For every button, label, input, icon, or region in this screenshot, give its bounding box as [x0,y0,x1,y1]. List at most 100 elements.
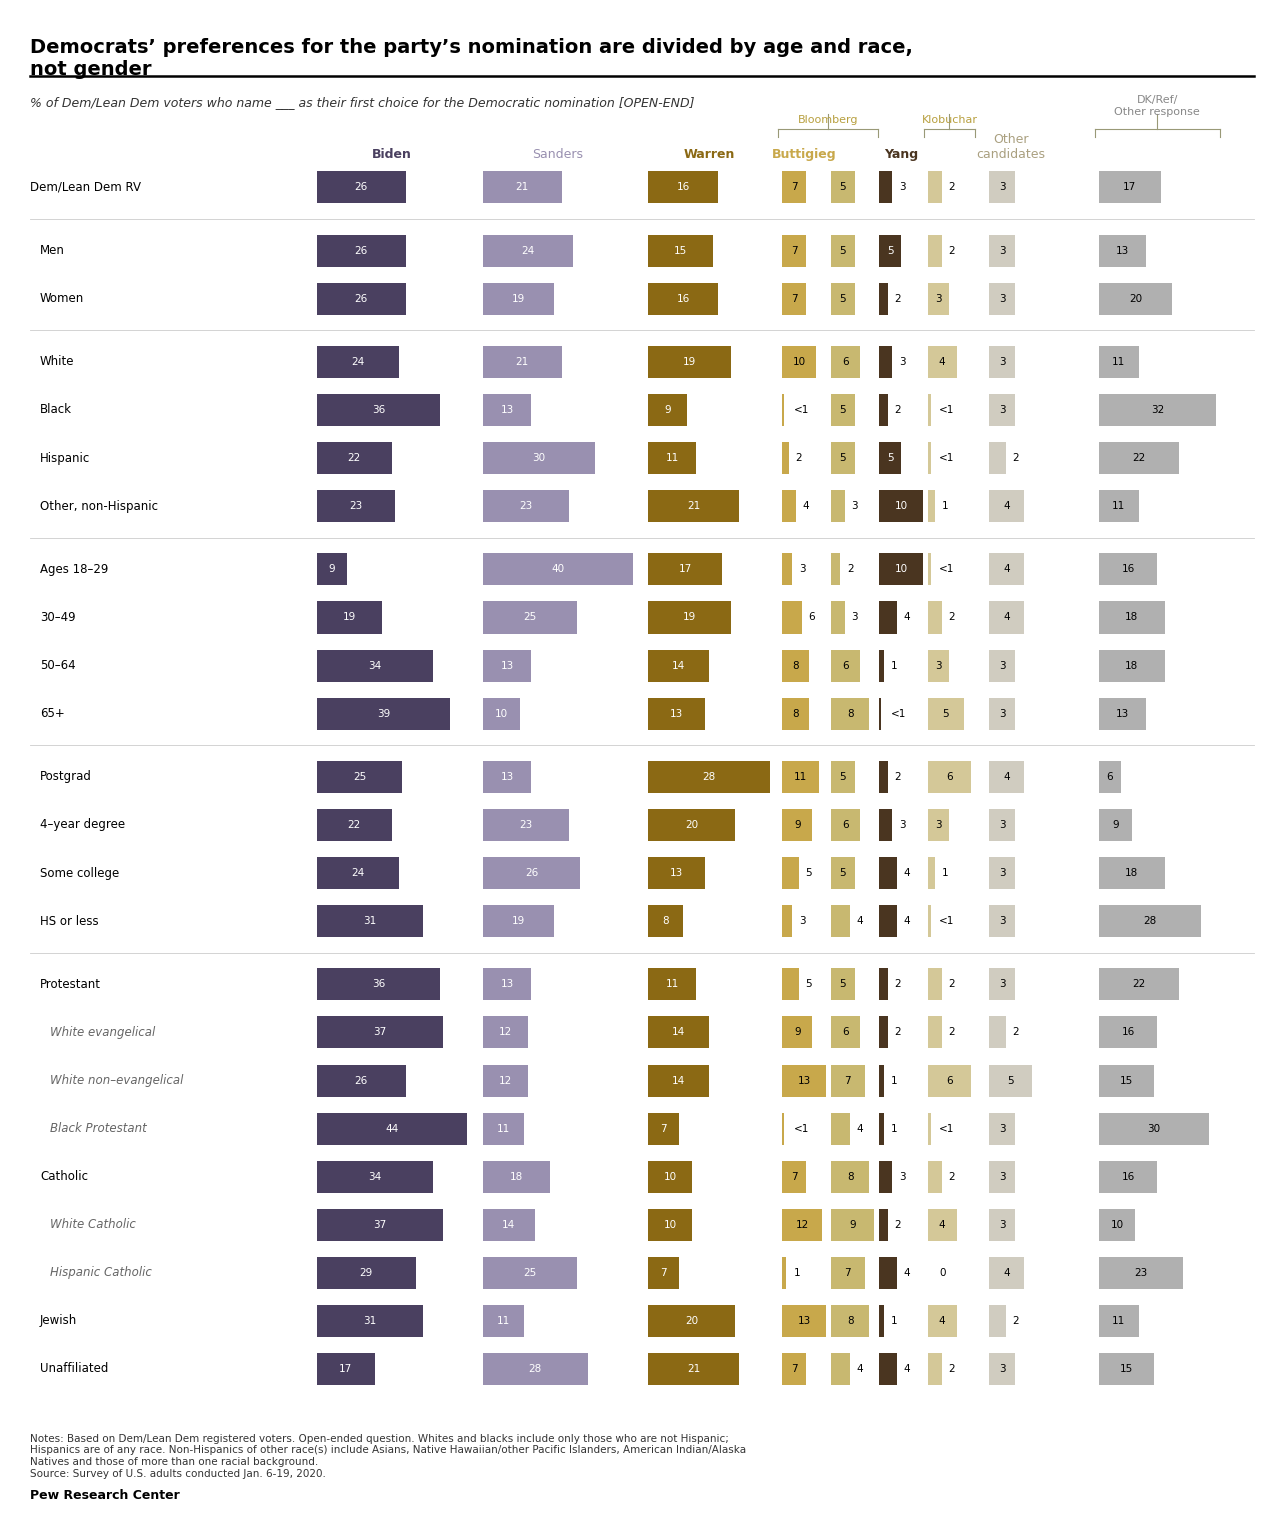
Text: 10: 10 [792,357,805,367]
Text: 36: 36 [371,405,385,416]
Text: 9: 9 [794,1028,801,1037]
Text: Black Protestant: Black Protestant [50,1121,146,1135]
Text: 4: 4 [1003,502,1009,511]
Text: 3: 3 [999,821,1005,830]
Bar [648,554,722,586]
Bar [483,1017,528,1048]
Text: 36: 36 [371,979,385,989]
Text: 30: 30 [533,453,546,463]
Bar [989,698,1016,730]
Text: 15: 15 [1120,1364,1132,1374]
Bar [782,761,819,793]
Bar [648,1209,692,1241]
Bar [1099,1161,1157,1192]
Text: 37: 37 [374,1220,386,1230]
Bar [1099,1065,1154,1097]
Text: 6: 6 [842,357,849,367]
Text: HS or less: HS or less [40,914,99,928]
Text: 14: 14 [502,1220,515,1230]
Text: 3: 3 [999,293,1005,304]
Text: 22: 22 [348,821,361,830]
Bar [831,394,855,426]
Bar [1099,394,1216,426]
Bar [1099,1353,1154,1385]
Bar [880,235,901,267]
Text: 25: 25 [353,772,366,782]
Bar [483,282,553,314]
Bar [880,601,896,634]
Text: 11: 11 [1112,1316,1126,1325]
Bar [483,761,532,793]
Bar [483,968,532,1000]
Bar [880,442,901,474]
Text: 3: 3 [935,821,942,830]
Bar [831,1017,860,1048]
Text: 12: 12 [498,1028,512,1037]
Text: 20: 20 [686,1316,698,1325]
Text: Pew Research Center: Pew Research Center [30,1490,180,1502]
Bar [880,761,889,793]
Bar [989,1017,1007,1048]
Text: 5: 5 [942,709,949,718]
Text: 3: 3 [935,293,942,304]
Bar [880,808,892,841]
Bar [1099,1209,1135,1241]
Bar [989,1353,1016,1385]
Text: 4: 4 [1003,772,1009,782]
Text: 19: 19 [683,357,696,367]
Bar [1099,808,1131,841]
Bar [831,761,855,793]
Bar [831,1209,874,1241]
Text: 26: 26 [354,293,367,304]
Bar [782,442,788,474]
Text: 11: 11 [665,453,679,463]
Bar [1099,1305,1139,1336]
Bar [483,808,569,841]
Bar [317,1209,443,1241]
Text: 1: 1 [941,868,948,877]
Bar [989,858,1016,890]
Bar [648,968,696,1000]
Bar [782,1209,822,1241]
Text: 4: 4 [1003,565,1009,574]
Text: 1: 1 [941,502,948,511]
Text: 3: 3 [799,565,805,574]
Text: 2: 2 [949,245,955,256]
Bar [989,235,1016,267]
Bar [989,1256,1023,1289]
Text: Jewish: Jewish [40,1315,77,1327]
Text: Catholic: Catholic [40,1170,87,1183]
Bar [928,235,942,267]
Bar [782,345,815,377]
Text: 5: 5 [840,405,846,416]
Text: 5: 5 [840,772,846,782]
Text: 18: 18 [1125,661,1139,670]
Text: 1: 1 [794,1267,800,1278]
Bar [831,1065,864,1097]
Text: 4: 4 [903,868,909,877]
Bar [483,1353,588,1385]
Text: Some college: Some college [40,867,119,879]
Text: 50–64: 50–64 [40,660,76,672]
Text: 4: 4 [903,916,909,927]
Text: <1: <1 [939,453,954,463]
Bar [648,1112,679,1144]
Text: 13: 13 [670,709,683,718]
Text: 3: 3 [851,502,858,511]
Text: 2: 2 [847,565,854,574]
Text: 39: 39 [376,709,390,718]
Bar [1099,1112,1208,1144]
Text: 3: 3 [999,1172,1005,1181]
Bar [989,1209,1016,1241]
Bar [317,1161,433,1192]
Bar [648,1065,709,1097]
Bar [648,808,734,841]
Bar [928,601,942,634]
Text: 26: 26 [525,868,538,877]
Bar [928,649,949,681]
Text: Unaffiliated: Unaffiliated [40,1362,108,1376]
Text: 2: 2 [1013,1316,1019,1325]
Bar [989,649,1016,681]
Bar [928,554,931,586]
Bar [831,282,855,314]
